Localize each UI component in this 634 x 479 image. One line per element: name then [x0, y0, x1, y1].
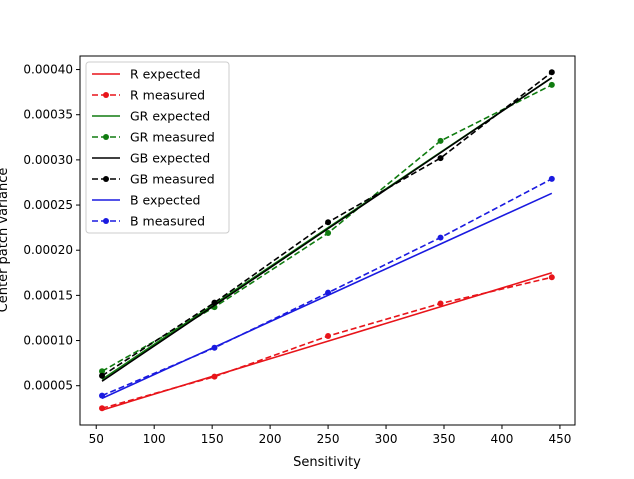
series-gb-expected: [101, 77, 553, 382]
data-point-gb-measured: [99, 372, 106, 379]
x-tick-label: 100: [143, 432, 166, 446]
data-point-gb-measured: [437, 155, 444, 162]
y-tick-label: 0.00020: [23, 243, 73, 257]
series-line-gb-expected: [101, 77, 553, 382]
y-tick-label: 0.00010: [23, 334, 73, 348]
x-tick-label: 450: [548, 432, 571, 446]
legend-marker: [103, 134, 109, 140]
plot-frame: [79, 55, 576, 426]
series-gb-measured: [99, 69, 555, 379]
legend-label: GR measured: [130, 130, 215, 145]
legend-entry: R expected: [92, 67, 201, 82]
y-tick-label: 0.00040: [23, 63, 73, 77]
legend: R expected R measured GR expected GR measur…: [85, 61, 230, 234]
x-axis-label: Sensitivity: [293, 455, 361, 470]
legend-entry: B measured: [92, 214, 205, 229]
data-point-gr-measured: [548, 81, 555, 88]
x-tick-label: 200: [259, 432, 282, 446]
legend-marker: [103, 218, 109, 224]
y-tick-label: 0.00015: [23, 288, 73, 302]
data-point-gb-measured: [548, 69, 555, 76]
legend-entry: GB expected: [92, 151, 210, 166]
data-point-b-measured: [325, 289, 332, 296]
y-tick-label: 0.00005: [23, 379, 73, 393]
data-point-gr-measured: [437, 137, 444, 144]
data-point-r-measured: [437, 300, 444, 307]
y-axis: 0.00005 0.00010 0.00015 0.00020 0.00025 0.000…: [23, 63, 80, 393]
data-point-gb-measured: [325, 219, 332, 226]
legend-entry: GB measured: [92, 172, 215, 187]
series-layer: [99, 69, 555, 412]
y-tick-label: 0.00025: [23, 198, 73, 212]
data-point-r-measured: [325, 333, 332, 340]
legend-entry: B expected: [92, 193, 200, 208]
legend-entry: GR measured: [92, 130, 215, 145]
series-r-measured: [99, 274, 555, 412]
legend-entry: GR expected: [92, 109, 210, 124]
data-point-b-measured: [437, 234, 444, 241]
series-b-measured: [99, 175, 555, 399]
x-tick-label: 250: [317, 432, 340, 446]
legend-marker: [103, 92, 109, 98]
data-point-gb-measured: [211, 299, 218, 306]
legend-label: R measured: [130, 88, 205, 103]
data-point-b-measured: [211, 344, 218, 351]
legend-marker: [103, 176, 109, 182]
legend-label: GB measured: [130, 172, 215, 187]
x-tick-label: 50: [89, 432, 104, 446]
y-tick-label: 0.00035: [23, 108, 73, 122]
legend-box: [85, 61, 230, 234]
series-gr-measured: [99, 81, 555, 375]
data-point-gr-measured: [325, 230, 332, 237]
x-tick-label: 300: [375, 432, 398, 446]
legend-label: R expected: [130, 67, 201, 82]
legend-label: GB expected: [130, 151, 210, 166]
data-point-r-measured: [99, 405, 106, 412]
x-tick-label: 400: [491, 432, 514, 446]
y-tick-label: 0.00030: [23, 153, 73, 167]
legend-label: B expected: [130, 193, 200, 208]
data-point-gr-measured: [99, 368, 106, 375]
series-line-r-measured: [101, 276, 552, 410]
legend-entry: R measured: [92, 88, 205, 103]
legend-label: B measured: [130, 214, 205, 229]
data-point-r-measured: [211, 373, 218, 380]
data-point-b-measured: [99, 392, 106, 399]
data-point-b-measured: [548, 175, 555, 182]
data-point-r-measured: [548, 274, 555, 281]
legend-label: GR expected: [130, 109, 210, 124]
y-axis-label: Center patch variance: [0, 168, 11, 313]
x-axis: 50 100 150 200 250 300 350 400 450: [89, 425, 571, 446]
x-tick-label: 150: [201, 432, 224, 446]
x-tick-label: 350: [433, 432, 456, 446]
